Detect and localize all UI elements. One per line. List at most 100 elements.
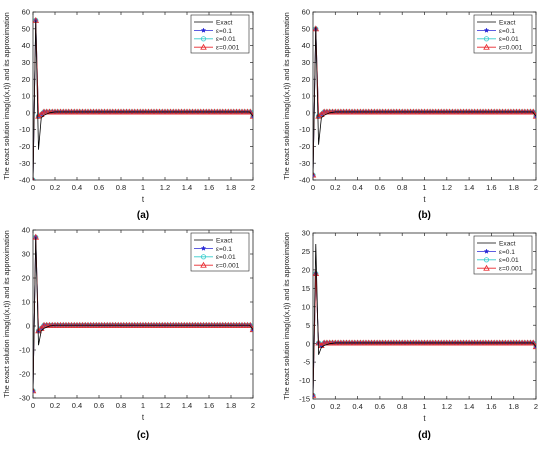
exact-line bbox=[313, 244, 536, 396]
data-layer bbox=[313, 25, 536, 178]
x-tick-label: 1.2 bbox=[160, 183, 170, 192]
x-tick-label: 0.6 bbox=[94, 401, 104, 410]
series-point bbox=[33, 176, 35, 180]
y-tick-label: 0 bbox=[306, 108, 310, 117]
y-tick-label: 60 bbox=[302, 8, 310, 17]
series-point bbox=[315, 112, 322, 119]
x-tick-label: 1.8 bbox=[226, 401, 236, 410]
legend-label: ε=0.001 bbox=[499, 45, 523, 52]
x-tick-label: 1.6 bbox=[204, 183, 214, 192]
y-axis-label: The exact solution imag(u(x,t)) and its … bbox=[282, 232, 291, 399]
x-tick-label: 0.8 bbox=[397, 402, 407, 411]
series-point bbox=[532, 112, 536, 119]
legend-label: ε=0.01 bbox=[499, 36, 519, 43]
x-axis-label: t bbox=[142, 195, 145, 204]
y-tick-label: 30 bbox=[302, 58, 310, 67]
y-tick-label: 10 bbox=[302, 92, 310, 101]
y-tick-label: -10 bbox=[19, 346, 30, 355]
y-tick-label: 20 bbox=[302, 75, 310, 84]
y-tick-label: 30 bbox=[22, 250, 30, 259]
y-tick-label: 15 bbox=[302, 284, 310, 293]
legend-label: ε=0.001 bbox=[499, 266, 523, 273]
y-tick-label: 30 bbox=[302, 229, 310, 238]
y-tick-label: 20 bbox=[22, 274, 30, 283]
y-tick-label: -20 bbox=[19, 370, 30, 379]
x-tick-label: 1.6 bbox=[204, 401, 214, 410]
x-tick-label: 0 bbox=[311, 183, 315, 192]
exact-line bbox=[33, 20, 253, 180]
x-tick-label: 0.4 bbox=[352, 183, 362, 192]
y-tick-label: -10 bbox=[19, 125, 30, 134]
x-tick-label: 1.8 bbox=[508, 402, 518, 411]
series-point bbox=[35, 112, 42, 119]
legend-label: Exact bbox=[499, 240, 516, 247]
legend-marker bbox=[483, 257, 490, 263]
x-tick-label: 1.8 bbox=[508, 183, 518, 192]
x-tick-label: 1 bbox=[141, 401, 145, 410]
x-tick-label: 1.2 bbox=[160, 401, 170, 410]
x-tick-label: 1.6 bbox=[486, 183, 496, 192]
y-tick-label: -5 bbox=[303, 358, 310, 367]
legend-box bbox=[473, 235, 533, 275]
x-tick-label: 1 bbox=[422, 183, 426, 192]
series-point bbox=[249, 326, 253, 333]
series-point bbox=[313, 270, 320, 277]
legend: Exact ε=0.1ε=0.01 ε=0.001 bbox=[190, 232, 250, 272]
y-axis-label: The exact solution imag(u(x,t)) and its … bbox=[2, 230, 11, 397]
y-tick-label: -40 bbox=[19, 176, 30, 185]
chart-panel-4: 0 0.2 0.4 0.6 0.8 1 1.2 1.4 1.6 1.8 2 -15 -10 -5 0 5 10 1… bbox=[282, 229, 538, 441]
x-tick-label: 0.6 bbox=[375, 183, 385, 192]
legend-box bbox=[190, 14, 250, 54]
legend-label: ε=0.1 bbox=[499, 249, 515, 256]
legend: Exact ε=0.1ε=0.01 ε=0.001 bbox=[473, 14, 533, 54]
y-tick-label: 25 bbox=[302, 247, 310, 256]
legend-label: Exact bbox=[216, 237, 233, 244]
x-tick-label: 2 bbox=[534, 183, 538, 192]
x-tick-label: 0.8 bbox=[397, 183, 407, 192]
x-tick-label: 1.8 bbox=[226, 183, 236, 192]
y-tick-label: -20 bbox=[19, 142, 30, 151]
exact-line bbox=[33, 237, 253, 391]
x-tick-label: 0.4 bbox=[352, 402, 362, 411]
chart-panel-3: 0 0.2 0.4 0.6 0.8 1 1.2 1.4 1.6 1.8 2 -30 -20 -10 0 10 2… bbox=[2, 226, 255, 441]
chart-panel-2: 0 0.2 0.4 0.6 0.8 1 1.2 1.4 1.6 1.8 2 -40 -30 -20 -10 0… bbox=[282, 8, 538, 221]
legend-label: ε=0.001 bbox=[216, 263, 240, 270]
y-tick-label: -30 bbox=[299, 159, 310, 168]
legend-marker bbox=[200, 27, 207, 33]
legend-box bbox=[473, 14, 533, 54]
legend-label: Exact bbox=[499, 19, 516, 26]
x-tick-label: 0 bbox=[311, 402, 315, 411]
x-tick-label: 1.4 bbox=[464, 402, 474, 411]
x-tick-label: 1 bbox=[422, 402, 426, 411]
x-tick-label: 0.2 bbox=[330, 183, 340, 192]
legend-marker bbox=[200, 261, 207, 268]
x-tick-label: 0.6 bbox=[375, 402, 385, 411]
legend-marker bbox=[200, 254, 207, 260]
y-axis-label: The exact solution imag(u(x,t)) and its … bbox=[282, 12, 291, 179]
x-tick-label: 0.8 bbox=[116, 183, 126, 192]
x-tick-label: 0.2 bbox=[50, 401, 60, 410]
y-tick-label: 40 bbox=[22, 226, 30, 235]
series-point bbox=[532, 343, 536, 350]
y-tick-label: 20 bbox=[302, 265, 310, 274]
x-tick-label: 1.2 bbox=[442, 183, 452, 192]
data-layer bbox=[33, 233, 253, 394]
x-tick-label: 1.4 bbox=[182, 401, 192, 410]
legend-label: ε=0.01 bbox=[216, 254, 236, 261]
y-tick-label: -30 bbox=[19, 394, 30, 403]
legend: Exact ε=0.1ε=0.01 ε=0.001 bbox=[473, 235, 533, 275]
y-tick-label: -20 bbox=[299, 142, 310, 151]
y-tick-label: 50 bbox=[302, 24, 310, 33]
y-tick-label: 20 bbox=[22, 75, 30, 84]
y-tick-label: 10 bbox=[302, 302, 310, 311]
x-tick-label: 0.8 bbox=[116, 401, 126, 410]
y-tick-label: 50 bbox=[22, 24, 30, 33]
y-tick-label: 10 bbox=[22, 298, 30, 307]
series-point bbox=[250, 327, 253, 333]
y-tick-label: 40 bbox=[22, 41, 30, 50]
panel-caption: (d) bbox=[418, 430, 431, 441]
y-tick-label: 0 bbox=[26, 322, 30, 331]
y-tick-label: -40 bbox=[299, 176, 310, 185]
x-tick-label: 2 bbox=[251, 183, 255, 192]
x-tick-label: 1 bbox=[141, 183, 145, 192]
